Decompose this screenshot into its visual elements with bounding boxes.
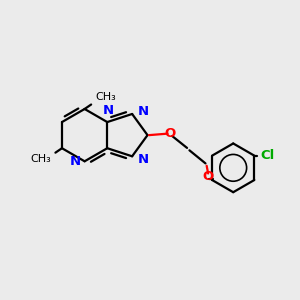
Text: O: O (202, 170, 214, 183)
Text: N: N (70, 155, 81, 168)
Text: N: N (102, 104, 113, 117)
Text: N: N (137, 104, 148, 118)
Text: CH₃: CH₃ (30, 154, 51, 164)
Text: O: O (164, 127, 176, 140)
Text: N: N (137, 153, 148, 166)
Text: Cl: Cl (260, 149, 274, 162)
Text: CH₃: CH₃ (95, 92, 116, 102)
